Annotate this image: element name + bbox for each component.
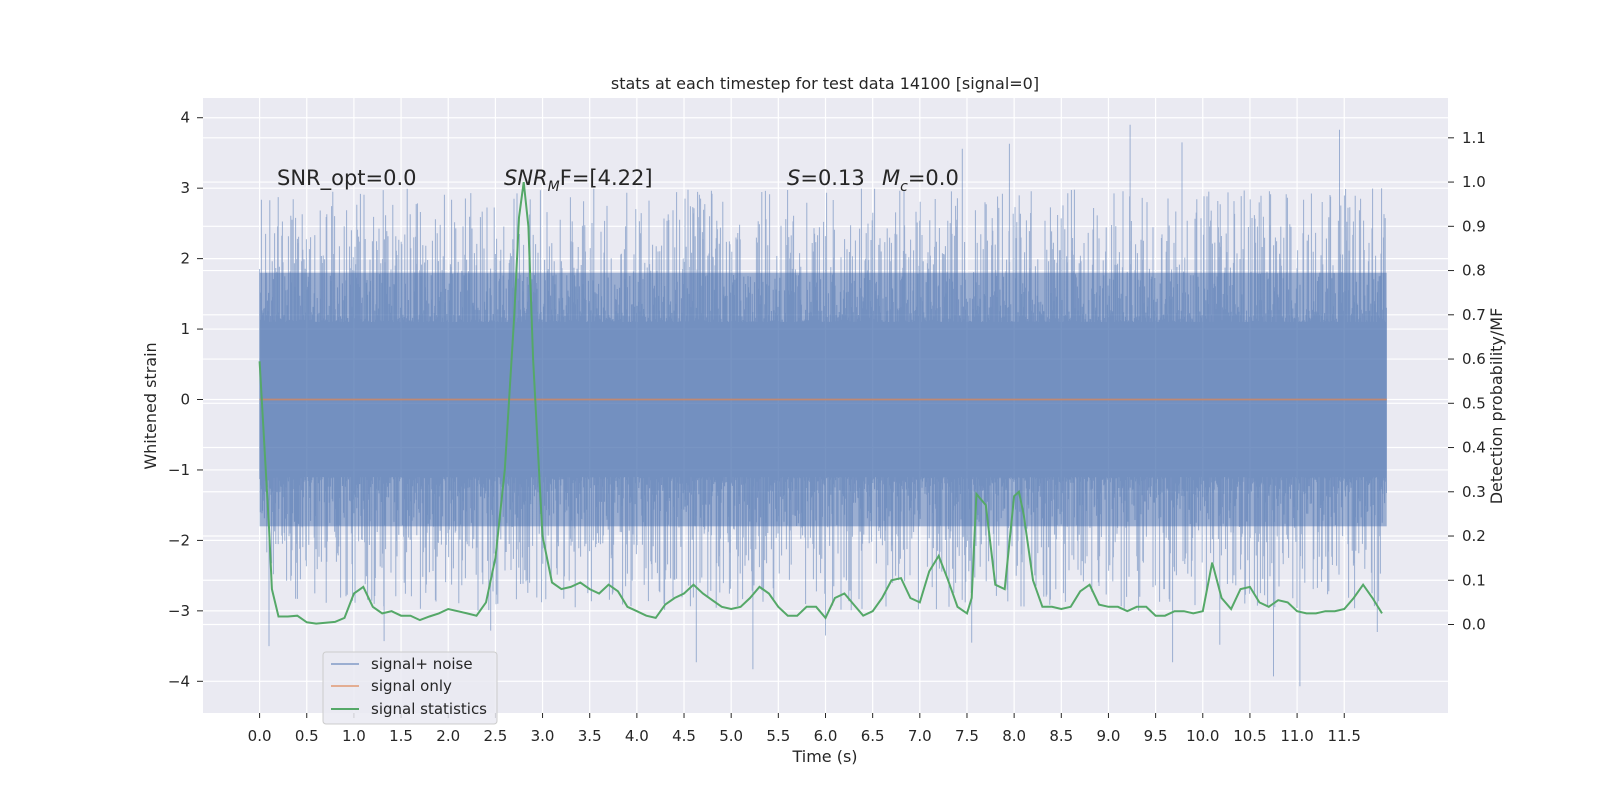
signal-statistics-series [258, 181, 1383, 625]
y-right-tick-label: 0.5 [1462, 394, 1486, 412]
snr-mf-rest: F=[4.22] [560, 166, 653, 190]
x-tick-label: 11.0 [1280, 727, 1313, 745]
y-tick-label: −2 [168, 531, 190, 549]
x-tick-label: 6.0 [814, 727, 838, 745]
x-tick-label: 0.0 [248, 727, 272, 745]
y-tick-label: 3 [180, 179, 190, 197]
y-tick-label: 4 [180, 109, 190, 127]
y-right-tick-label: 0.6 [1462, 350, 1486, 368]
legend-box [322, 651, 498, 725]
y-right-tick-label: 1.0 [1462, 173, 1486, 191]
y-right-tick-label: 0.8 [1462, 262, 1486, 280]
signal-statistics-line [258, 181, 1383, 625]
snr-mf-base: SNR [504, 166, 548, 190]
x-tick-label: 10.5 [1233, 727, 1266, 745]
x-tick-label: 6.5 [861, 727, 885, 745]
s-val: =0.13 [800, 166, 864, 190]
x-axis-ticks: 0.0 0.5 1.0 1.5 2.0 2.5 3.0 3.5 4.0 4.5 5.0 5.5 6.0 6… [248, 713, 1361, 745]
legend-label-noise: signal+ noise [371, 655, 473, 673]
y-right-tick-label: 0.2 [1462, 527, 1486, 545]
legend-label-signal-only: signal only [371, 677, 452, 695]
x-axis-label: Time (s) [791, 747, 857, 766]
y-right-axis-label: Detection probability/MF [1487, 308, 1506, 505]
snr-mf-sub: M [548, 179, 560, 195]
mc-val: =0.0 [908, 166, 959, 190]
x-tick-label: 1.0 [342, 727, 366, 745]
x-tick-label: 5.5 [766, 727, 790, 745]
x-tick-label: 0.5 [295, 727, 319, 745]
x-tick-label: 9.0 [1097, 727, 1121, 745]
x-tick-label: 3.5 [578, 727, 602, 745]
x-tick-label: 8.0 [1002, 727, 1026, 745]
x-tick-label: 7.0 [908, 727, 932, 745]
x-tick-label: 2.5 [483, 727, 507, 745]
x-tick-label: 5.0 [719, 727, 743, 745]
x-tick-label: 3.0 [531, 727, 555, 745]
y-tick-label: 0 [180, 391, 190, 409]
annotation-mc: Mc=0.0 [882, 166, 959, 195]
x-tick-label: 9.5 [1144, 727, 1168, 745]
y-right-tick-label: 1.1 [1462, 129, 1486, 147]
legend-label-statistics: signal statistics [371, 700, 487, 718]
x-tick-label: 4.5 [672, 727, 696, 745]
mc-sub: c [900, 179, 908, 195]
annotation-s: S=0.13 [787, 166, 865, 190]
x-tick-label: 4.0 [625, 727, 649, 745]
x-tick-label: 7.5 [955, 727, 979, 745]
s-var: S [787, 166, 800, 190]
y-tick-label: −4 [168, 672, 190, 690]
y-right-tick-label: 0.3 [1462, 483, 1486, 501]
chart-title: stats at each timestep for test data 141… [611, 74, 1039, 93]
x-tick-label: 10.0 [1186, 727, 1219, 745]
y-tick-label: −3 [168, 602, 190, 620]
y-tick-label: 2 [180, 250, 190, 268]
mc-var: M [882, 166, 900, 190]
y-axis-label: Whitened strain [141, 342, 160, 469]
y-right-tick-label: 0.4 [1462, 439, 1486, 457]
y-right-tick-label: 0.0 [1462, 616, 1486, 634]
y-right-axis-ticks: 0.0 0.1 0.2 0.3 0.4 0.5 0.6 0.7 0.8 0.9 1.0 1.1 [1448, 129, 1486, 634]
x-tick-label: 11.5 [1328, 727, 1361, 745]
y-right-tick-label: 0.1 [1462, 571, 1486, 589]
x-tick-label: 1.5 [389, 727, 413, 745]
legend: signal+ noise signal only signal statist… [322, 651, 498, 725]
annotation-snr-opt: SNR_opt=0.0 [277, 166, 417, 191]
annotation-snr-mf: SNRMF=[4.22] [504, 166, 653, 195]
y-axis-ticks: −4 −3 −2 −1 0 1 2 3 4 [168, 109, 203, 690]
x-tick-label: 2.0 [436, 727, 460, 745]
y-tick-label: −1 [168, 461, 190, 479]
y-right-tick-label: 0.9 [1462, 217, 1486, 235]
y-tick-label: 1 [180, 320, 190, 338]
x-tick-label: 8.5 [1049, 727, 1073, 745]
y-right-tick-label: 0.7 [1462, 306, 1486, 324]
